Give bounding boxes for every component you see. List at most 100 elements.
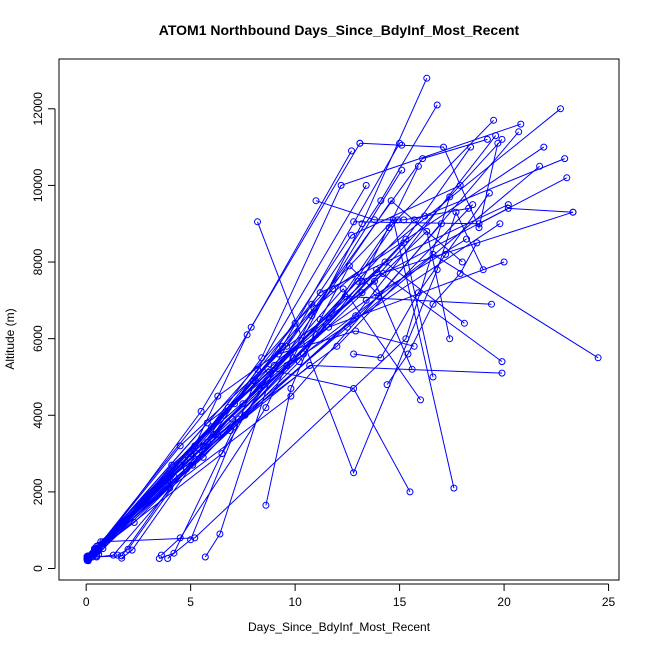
- y-tick-label: 10000: [31, 168, 45, 202]
- data-point: [287, 392, 295, 400]
- data-point: [371, 277, 378, 285]
- data-point: [99, 538, 107, 546]
- data-point: [463, 235, 470, 243]
- data-point: [387, 197, 395, 205]
- data-point: [208, 423, 215, 431]
- data-point: [469, 201, 477, 209]
- series-line: [161, 169, 403, 556]
- data-point: [515, 128, 523, 136]
- data-point: [381, 258, 389, 266]
- axis-layer: 0 5 10 15 20 25 0 2000 4000 6000 8000 10000 12000: [31, 92, 616, 609]
- data-point: [316, 289, 324, 297]
- data-point: [339, 285, 347, 293]
- y-tick-label: 8000: [31, 248, 45, 275]
- data-point: [423, 227, 431, 235]
- data-point: [450, 484, 458, 492]
- x-axis-label: Days_Since_BdyInf_Most_Recent: [248, 620, 431, 634]
- data-point: [446, 335, 454, 343]
- data-point: [400, 239, 408, 247]
- data-point: [490, 116, 498, 124]
- y-tick-label: 2000: [31, 478, 45, 505]
- series-line: [257, 210, 484, 475]
- data-point: [155, 555, 163, 562]
- data-point: [358, 277, 366, 285]
- data-point: [166, 484, 174, 492]
- series-50: [83, 220, 445, 562]
- data-point: [262, 501, 270, 509]
- data-point: [316, 316, 324, 323]
- data-point: [563, 174, 571, 182]
- data-point: [492, 132, 500, 140]
- data-point: [483, 135, 491, 143]
- data-point: [203, 438, 211, 446]
- data-point: [569, 208, 577, 216]
- data-point: [247, 323, 255, 331]
- data-point: [594, 354, 602, 362]
- data-point: [496, 220, 504, 228]
- x-tick-label: 20: [497, 595, 511, 609]
- series-line: [86, 166, 419, 559]
- data-point: [410, 342, 418, 350]
- x-tick-label: 25: [602, 595, 616, 609]
- data-point: [109, 551, 117, 559]
- data-point: [414, 289, 422, 297]
- data-point: [379, 270, 387, 277]
- data-point: [157, 551, 165, 559]
- data-point: [350, 350, 358, 358]
- data-point: [536, 162, 544, 170]
- series-line: [386, 242, 478, 385]
- data-point: [274, 350, 282, 358]
- data-point: [440, 143, 447, 151]
- data-point: [345, 262, 353, 270]
- data-point: [458, 258, 466, 266]
- data-point: [421, 212, 429, 220]
- data-point: [446, 193, 454, 201]
- data-point: [308, 300, 316, 308]
- x-tick-label: 10: [288, 595, 302, 609]
- data-point: [500, 258, 508, 266]
- data-point: [130, 519, 138, 526]
- data-point: [243, 331, 251, 339]
- data-point: [197, 407, 205, 415]
- data-point: [95, 544, 103, 552]
- data-point: [414, 162, 422, 170]
- data-point: [264, 365, 272, 373]
- series-line: [265, 265, 377, 506]
- data-point: [216, 530, 224, 538]
- series-line: [167, 184, 461, 559]
- data-point: [404, 350, 412, 358]
- data-point: [460, 319, 468, 327]
- series-43: [350, 204, 577, 228]
- data-point: [398, 141, 406, 149]
- data-point: [214, 392, 222, 400]
- data-point: [118, 552, 126, 560]
- data-point: [429, 300, 437, 308]
- data-point: [350, 385, 358, 392]
- data-point: [249, 377, 257, 385]
- series-46: [350, 189, 493, 362]
- data-point: [473, 239, 481, 247]
- data-point: [300, 350, 307, 358]
- series-line: [87, 230, 451, 558]
- data-point: [383, 381, 391, 389]
- data-point: [465, 204, 473, 212]
- data-point: [310, 304, 318, 312]
- series-line: [353, 192, 490, 359]
- data-point: [187, 536, 195, 544]
- y-tick-label: 12000: [31, 92, 45, 126]
- data-point: [504, 204, 512, 212]
- data-point: [170, 549, 178, 557]
- data-point: [254, 218, 261, 226]
- data-point: [287, 385, 295, 392]
- data-point: [371, 216, 378, 224]
- data-point: [350, 469, 358, 477]
- data-point: [504, 201, 512, 209]
- data-point: [262, 404, 270, 412]
- data-point: [467, 143, 475, 151]
- series-line: [87, 223, 442, 559]
- data-point: [406, 488, 414, 496]
- data-point: [356, 139, 364, 147]
- series-layer: [83, 74, 602, 565]
